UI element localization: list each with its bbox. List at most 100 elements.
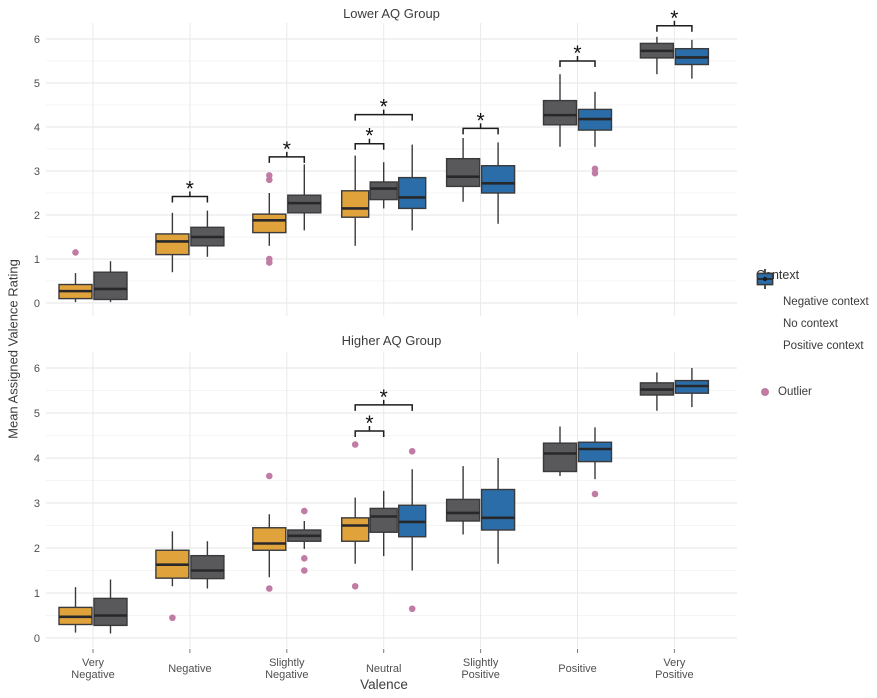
box-lower-negative-none	[190, 210, 225, 257]
outlier-point	[351, 582, 359, 590]
boxplot-key-icon	[756, 269, 774, 313]
significance-star: *	[365, 125, 373, 148]
y-tick-label: 5	[34, 408, 40, 420]
box-higher-slightly-positive-none	[445, 466, 481, 535]
box-iqr	[542, 442, 578, 473]
box-iqr	[369, 181, 398, 201]
box-lower-slightly-negative-none	[287, 164, 322, 231]
legend-item-label: No context	[783, 318, 838, 330]
y-tick-label: 0	[34, 633, 40, 645]
y-tick-label: 3	[34, 166, 40, 178]
y-tick-label: 0	[34, 298, 40, 310]
box-higher-positive-none	[542, 426, 578, 476]
significance-star: *	[477, 109, 485, 132]
box-higher-slightly-negative-negative	[252, 472, 287, 592]
box-lower-very-positive-none	[639, 36, 675, 75]
y-tick-label: 1	[34, 254, 40, 266]
box-iqr	[93, 271, 128, 301]
box-iqr	[577, 441, 613, 463]
significance-bracket	[559, 56, 596, 67]
legend-item-label: Outlier	[778, 386, 812, 398]
box-lower-slightly-negative-negative	[252, 172, 287, 266]
box-iqr	[252, 527, 287, 551]
y-tick-label: 4	[34, 122, 40, 134]
y-tick-label: 1	[34, 588, 40, 600]
outlier-point	[591, 169, 599, 177]
box-lower-positive-none	[542, 74, 578, 147]
box-lower-negative-negative	[155, 212, 190, 273]
boxplot-key-icon	[756, 269, 774, 335]
box-iqr	[445, 498, 481, 522]
outlier-point	[266, 259, 273, 266]
outlier-point	[266, 472, 273, 480]
significance-bracket	[354, 399, 413, 411]
box-lower-neutral-negative	[341, 155, 370, 246]
legend-item-no-context: No context	[756, 269, 876, 335]
legend-item-positive-context: Positive context	[756, 269, 876, 357]
significance-bracket	[171, 191, 209, 203]
box-higher-negative-none	[190, 541, 225, 589]
significance-star: *	[573, 42, 581, 65]
y-axis-title: Mean Assigned Valence Rating	[5, 259, 21, 439]
box-iqr	[398, 176, 427, 210]
significance-star: *	[283, 138, 291, 161]
x-tick-label: Negative	[168, 663, 211, 675]
y-tick-label: 6	[34, 363, 40, 375]
boxplot-key-icon	[756, 269, 774, 357]
x-axis-title: Valence	[360, 677, 408, 692]
y-tick-label: 6	[34, 34, 40, 46]
x-tick-label: Very Negative	[71, 657, 114, 681]
x-tick-label: Positive	[558, 663, 597, 675]
outlier-point	[351, 441, 359, 448]
boxplot-key-glyph	[756, 269, 774, 289]
box-higher-positive-positive	[577, 427, 613, 498]
box-lower-very-negative-negative	[58, 249, 93, 303]
x-tick-label: Very Positive	[655, 657, 694, 681]
box-iqr	[341, 517, 370, 542]
y-tick-label: 4	[34, 453, 40, 465]
facet-title-higher-aq: Higher AQ Group	[341, 333, 442, 348]
box-iqr	[93, 597, 128, 627]
box-higher-neutral-negative	[341, 441, 370, 590]
box-higher-slightly-negative-none	[287, 507, 322, 574]
box-higher-very-negative-none	[93, 579, 128, 634]
outlier-point	[408, 605, 416, 613]
significance-star: *	[365, 412, 373, 435]
facet-title-lower-aq: Lower AQ Group	[343, 6, 440, 21]
x-tick-label: Slightly Positive	[461, 657, 500, 681]
significance-bracket	[268, 151, 306, 163]
box-iqr	[369, 507, 398, 533]
significance-star: *	[186, 178, 194, 201]
outlier-point	[301, 507, 308, 515]
outlier-point	[169, 614, 176, 622]
box-lower-neutral-positive	[398, 144, 427, 231]
y-tick-label: 2	[34, 210, 40, 222]
significance-star: *	[380, 96, 388, 119]
box-iqr	[480, 165, 516, 194]
legend: Context Negative context No context Posi…	[756, 268, 876, 403]
legend-item-label: Negative context	[783, 296, 869, 308]
x-tick-label: Slightly Negative	[265, 657, 308, 681]
box-higher-negative-negative	[155, 531, 190, 622]
box-iqr	[252, 213, 287, 234]
box-lower-very-positive-positive	[674, 39, 710, 79]
y-tick-label: 3	[34, 498, 40, 510]
box-iqr	[190, 554, 225, 580]
box-higher-very-positive-positive	[674, 368, 710, 408]
outlier-point	[72, 249, 79, 256]
box-lower-positive-positive	[577, 91, 613, 177]
box-iqr	[445, 157, 481, 188]
box-higher-very-positive-none	[639, 372, 675, 411]
outlier-point	[266, 585, 273, 592]
significance-bracket	[354, 426, 385, 437]
box-lower-neutral-none	[369, 162, 398, 209]
x-tick-label: Neutral	[366, 663, 401, 675]
significance-bracket	[354, 138, 385, 150]
box-iqr	[542, 99, 578, 126]
outlier-point	[266, 176, 273, 184]
significance-bracket	[354, 109, 413, 121]
box-iqr	[155, 233, 190, 256]
legend-item-outlier: Outlier	[756, 381, 876, 403]
y-tick-label: 5	[34, 78, 40, 90]
